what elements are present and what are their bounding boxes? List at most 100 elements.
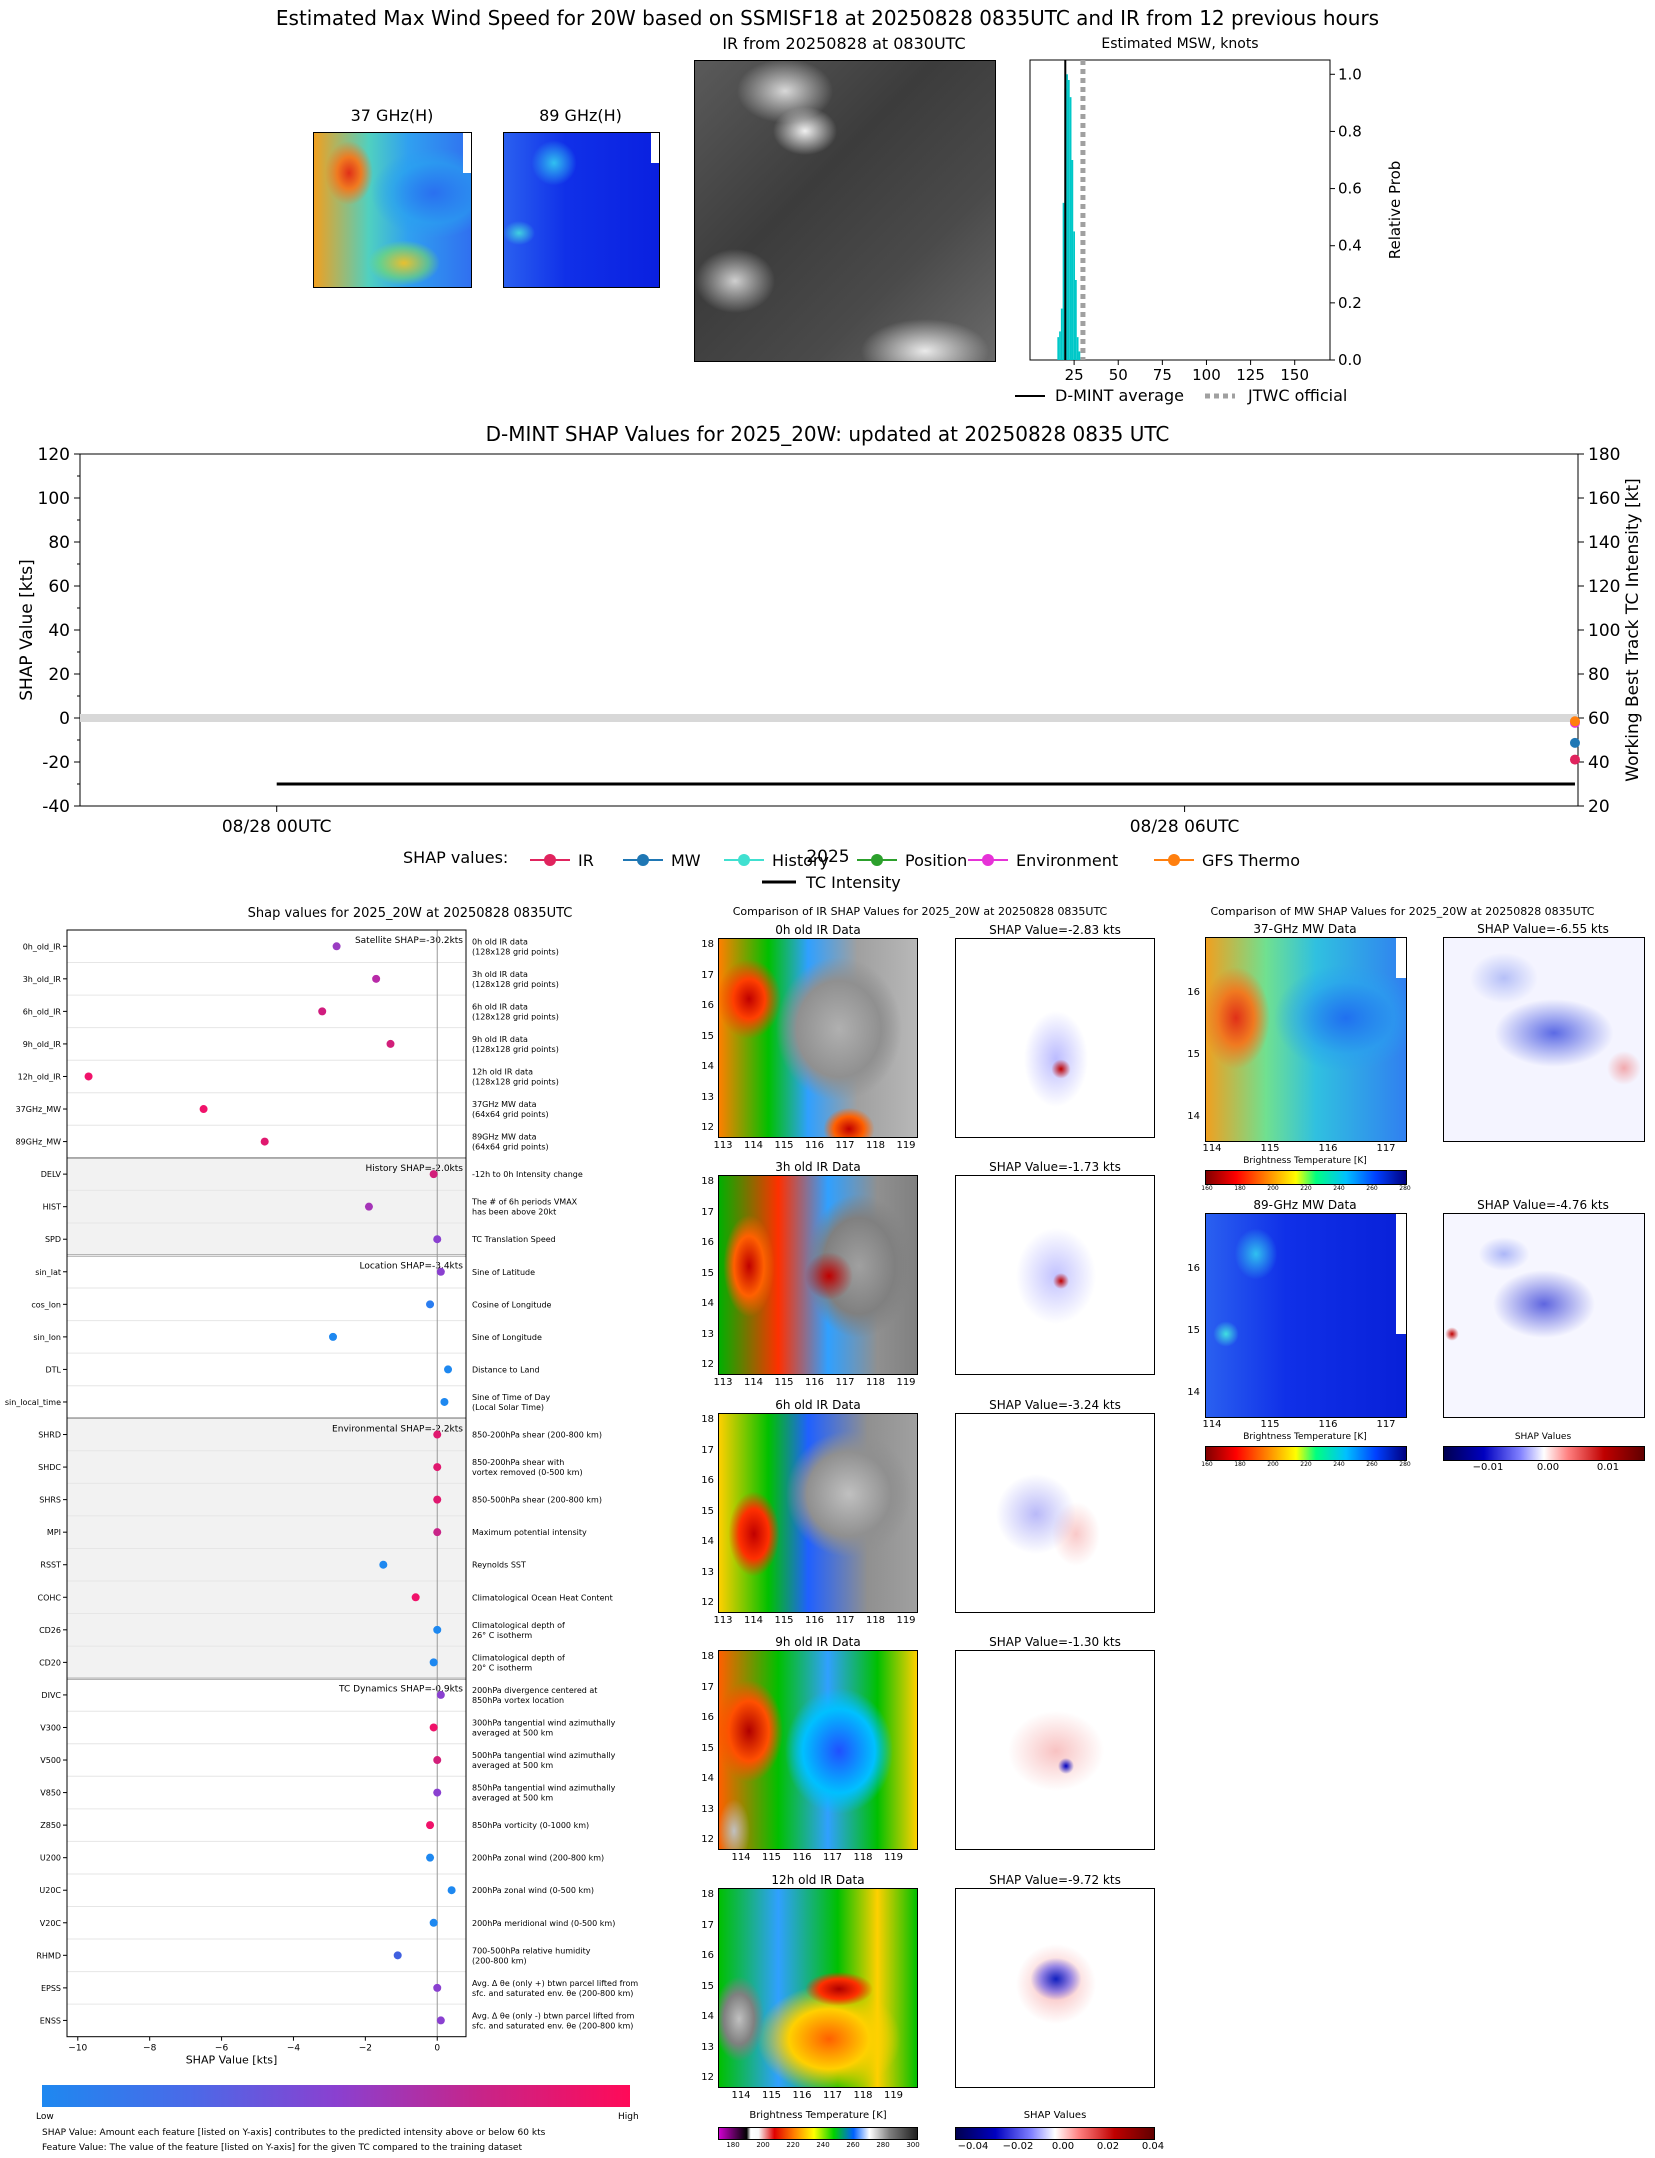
feature-description: 3h old IR data xyxy=(472,970,528,979)
x-tick-label: 50 xyxy=(1109,366,1128,384)
histogram-bar xyxy=(1060,308,1063,360)
ir-shap-colorbar xyxy=(955,2127,1155,2140)
ir-shap-map xyxy=(955,1413,1155,1613)
ir-bt-tick-label: 280 xyxy=(876,2141,890,2149)
ir-row-shap-value: SHAP Value=-2.83 kts xyxy=(989,923,1121,937)
mw-data-map xyxy=(1205,1213,1407,1418)
feature-name: RHMD xyxy=(36,1951,61,1960)
legend-marker-0 xyxy=(544,854,556,866)
plot-frame xyxy=(79,453,1579,807)
mw-shap-tick-label: 0.00 xyxy=(1536,1462,1560,1473)
feature-description: 300hPa tangential wind azimuthally xyxy=(472,1718,616,1727)
x-tick-label: −2 xyxy=(359,2044,372,2054)
ir-data-map xyxy=(718,1413,918,1613)
ir-data-map xyxy=(718,1175,918,1375)
feature-name: MPI xyxy=(47,1528,61,1537)
y-tick-label: -20 xyxy=(42,753,70,773)
legend-tc-label: TC Intensity xyxy=(805,873,901,892)
x-tick-label: 08/28 00UTC xyxy=(222,817,332,837)
mw89-thumbnail xyxy=(503,132,660,288)
histogram-bar xyxy=(1069,97,1072,360)
ir-y-tick-label: 13 xyxy=(701,2041,714,2053)
main-title: Estimated Max Wind Speed for 20W based o… xyxy=(275,6,1380,30)
feature-point-epss xyxy=(433,1983,442,1992)
legend-label-0: IR xyxy=(578,851,594,870)
mw-bt-tick-label: 160 xyxy=(1201,1185,1213,1192)
feature-description: 200hPa meridional wind (0-500 km) xyxy=(472,1919,615,1928)
feature-point-89ghz_mw xyxy=(260,1137,269,1146)
feature-name: U200 xyxy=(40,1854,61,1863)
feature-description: The # of 6h periods VMAX xyxy=(471,1198,578,1207)
feature-name: HIST xyxy=(43,1203,61,1212)
feature-description: (128x128 grid points) xyxy=(472,1012,559,1021)
ir-y-tick-label: 14 xyxy=(701,1298,714,1309)
ir-x-tick-label: 114 xyxy=(743,1140,764,1151)
feature-point-z850 xyxy=(426,1821,435,1830)
feature-description: Maximum potential intensity xyxy=(472,1528,587,1537)
ir-y-tick-label: 13 xyxy=(701,1091,714,1103)
ir-bt-tick-label: 220 xyxy=(786,2141,800,2149)
feature-point-rhmd xyxy=(393,1951,402,1960)
mw-bt-cbar-title: Brightness Temperature [K] xyxy=(1243,1156,1367,1166)
feature-description: 26° C isotherm xyxy=(472,1631,532,1640)
y-tick-label: 100 xyxy=(38,489,70,509)
ir-y-tick-label: 16 xyxy=(701,1475,714,1486)
mw-bt-tick-label: 220 xyxy=(1300,1461,1312,1468)
feature-point-cd26 xyxy=(433,1625,442,1634)
feature-name: 3h_old_IR xyxy=(23,975,62,984)
ir-x-tick-label: 114 xyxy=(743,1615,764,1626)
ir-row-shap-value: SHAP Value=-1.30 kts xyxy=(989,1635,1121,1649)
ir-row-shap-value: SHAP Value=-9.72 kts xyxy=(989,1873,1121,1887)
ir-row-shap-value: SHAP Value=-1.73 kts xyxy=(989,1160,1121,1174)
ir-x-tick-label: 119 xyxy=(883,1852,904,1863)
feature-point-u200 xyxy=(426,1853,435,1862)
ir-row-label: 6h old IR Data xyxy=(775,1398,861,1412)
ir-row-label: 3h old IR Data xyxy=(775,1160,861,1174)
ir-y-tick-label: 18 xyxy=(701,1651,714,1662)
mw-bt-tick-label: 180 xyxy=(1234,1185,1246,1192)
y-tick-label: 0.0 xyxy=(1338,351,1362,369)
feature-description: Cosine of Longitude xyxy=(472,1300,552,1309)
feature-name: Z850 xyxy=(40,1821,61,1830)
ir-shap-tick-label: 0.04 xyxy=(1141,2141,1165,2152)
y2-tick-label: 40 xyxy=(1588,753,1610,773)
feature-name: V850 xyxy=(40,1789,61,1798)
feature-description: 20° C isotherm xyxy=(472,1663,532,1672)
msw-title: Estimated MSW, knots xyxy=(1101,36,1259,52)
ir-x-tick-label: 116 xyxy=(804,1615,825,1626)
feature-name: CD20 xyxy=(39,1658,61,1667)
ir-y-tick-label: 16 xyxy=(701,1237,714,1248)
mw-bt-tick-label: 260 xyxy=(1366,1461,1378,1468)
feature-description: sfc. and saturated env. θe (200-800 km) xyxy=(472,2021,633,2030)
legend-dmint-label: D-MINT average xyxy=(1055,386,1184,405)
ir-x-tick-label: 116 xyxy=(804,1140,825,1151)
ir-y-tick-label: 12 xyxy=(701,1834,714,1845)
feature-description: 850-200hPa shear with xyxy=(472,1458,564,1467)
ir-y-tick-label: 14 xyxy=(701,1061,714,1072)
mw-row-label: 37-GHz MW Data xyxy=(1253,922,1357,936)
legend-marker-2 xyxy=(738,854,750,866)
ir-shap-cbar-title: SHAP Values xyxy=(1023,2110,1087,2121)
feature-description: 200hPa zonal wind (200-800 km) xyxy=(472,1854,604,1863)
feature-description: (64x64 grid points) xyxy=(472,1110,549,1119)
legend-label-2: History xyxy=(772,851,829,870)
feature-name: EPSS xyxy=(41,1984,61,1993)
ir-y-tick-label: 14 xyxy=(701,1536,714,1547)
mw-x-tick-label: 115 xyxy=(1260,1419,1280,1430)
y-tick-label: 0.8 xyxy=(1338,122,1362,140)
ir-y-tick-label: 17 xyxy=(701,1206,714,1218)
ir-x-tick-label: 118 xyxy=(853,2090,873,2101)
ir-row-shap-value: SHAP Value=-3.24 kts xyxy=(989,1398,1121,1412)
feature-description: (64x64 grid points) xyxy=(472,1143,549,1152)
ir-x-tick-label: 117 xyxy=(835,1615,855,1626)
feature-name: 89GHz_MW xyxy=(16,1138,61,1147)
ir-x-tick-label: 113 xyxy=(713,1377,733,1388)
feature-description: 700-500hPa relative humidity xyxy=(472,1946,591,1955)
feature-point-9h_old_ir xyxy=(386,1039,395,1048)
feature-description: Distance to Land xyxy=(472,1365,540,1374)
mw37-title: 37 GHz(H) xyxy=(350,106,434,125)
feature-point-dtl xyxy=(444,1365,453,1374)
group-label: Satellite SHAP=-30.2kts xyxy=(355,936,463,946)
feature-description: (128x128 grid points) xyxy=(472,1077,559,1086)
mw-bt-colorbar xyxy=(1205,1446,1407,1461)
